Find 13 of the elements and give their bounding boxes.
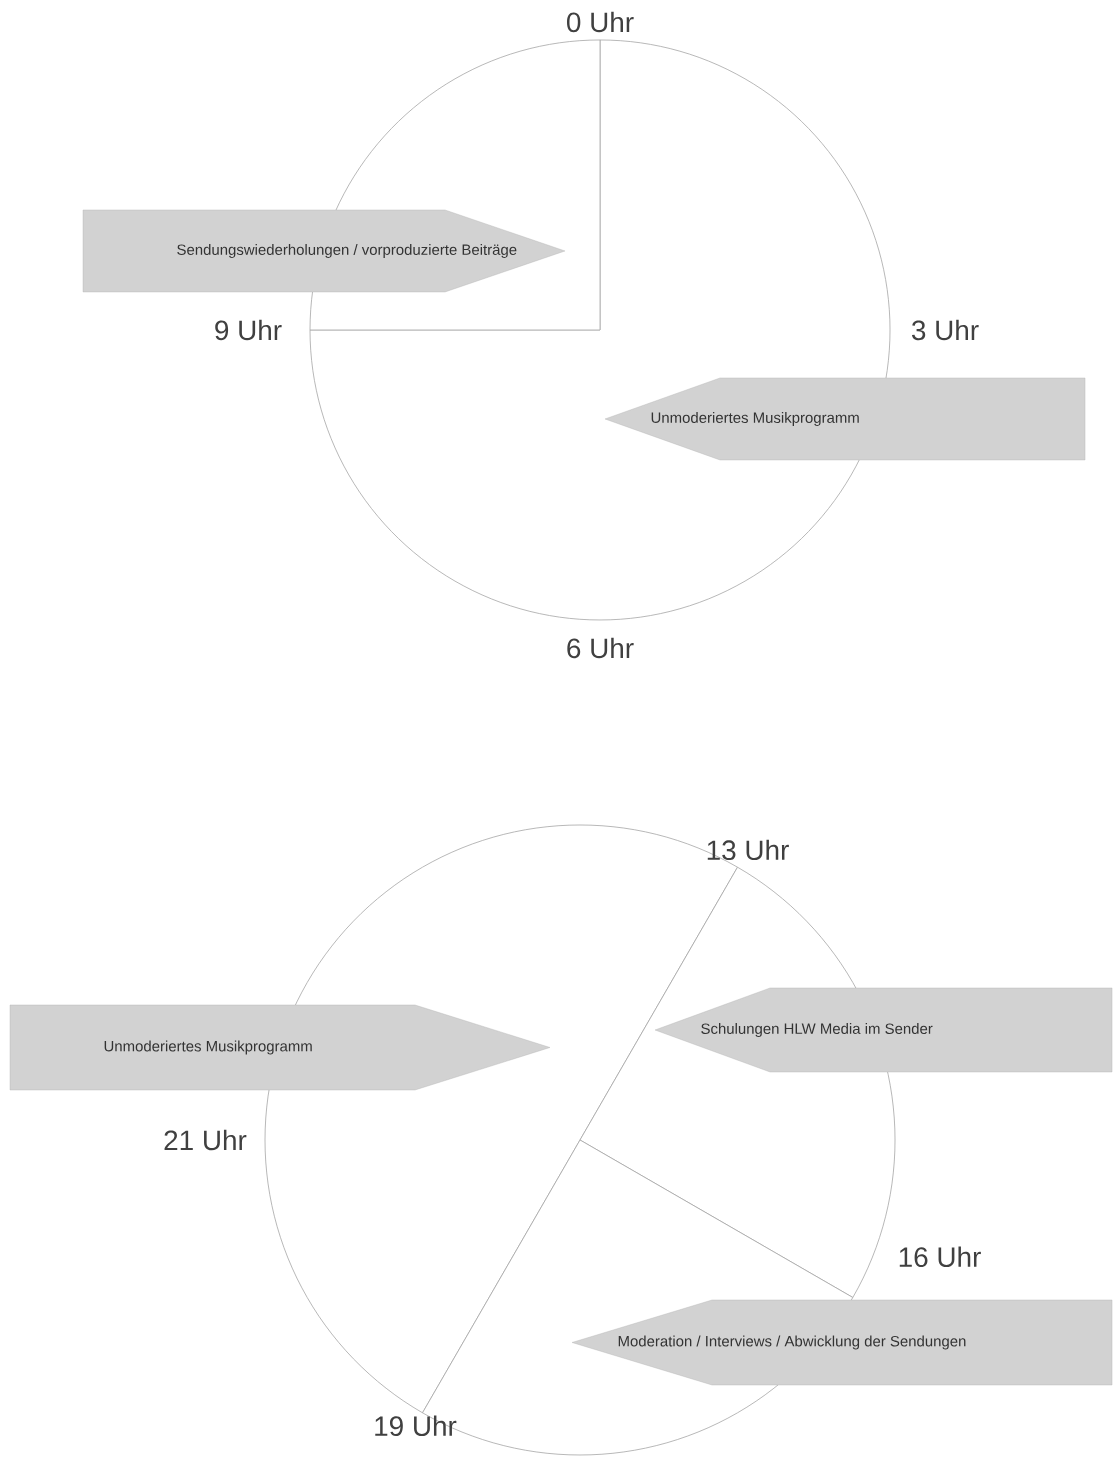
text: 0 Uhr — [567, 11, 634, 33]
text: 19 Uhr — [375, 1415, 457, 1437]
slice-label: Moderation / Interviews / Abwicklung der Sendungen — [618, 1335, 966, 1350]
text: 13 Uhr — [707, 839, 789, 861]
text: 3 Uhr — [911, 319, 979, 341]
slice-label: Sendungswiederholungen / vorproduzierte Beiträge — [177, 244, 517, 258]
text: 16 Uhr — [899, 1246, 981, 1268]
slice-label: Unmoderiertes Musikprogramm — [104, 1040, 312, 1055]
text: 6 Uhr — [567, 637, 634, 659]
slice-label: Unmoderiertes Musikprogramm — [651, 412, 859, 426]
text: 21 Uhr — [164, 1129, 247, 1151]
slice-label: Schulungen HLW Media im Sender — [701, 1023, 933, 1037]
text: 9 Uhr — [215, 319, 282, 341]
